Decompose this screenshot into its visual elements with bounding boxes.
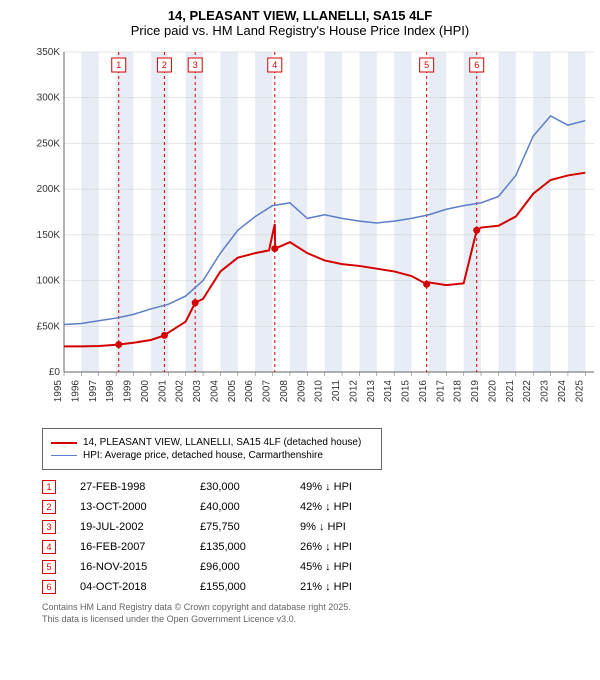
svg-text:£200K: £200K xyxy=(36,184,60,195)
svg-text:£0: £0 xyxy=(49,367,61,378)
transaction-price: £96,000 xyxy=(200,561,300,573)
svg-text:2000: 2000 xyxy=(140,380,151,403)
transaction-price: £75,750 xyxy=(200,521,300,533)
transaction-date: 04-OCT-2018 xyxy=(80,581,200,593)
svg-text:1: 1 xyxy=(116,60,121,70)
svg-text:3: 3 xyxy=(193,60,198,70)
svg-text:2004: 2004 xyxy=(209,380,220,403)
svg-text:2019: 2019 xyxy=(470,380,481,403)
transaction-date: 16-FEB-2007 xyxy=(80,541,200,553)
chart-title: 14, PLEASANT VIEW, LLANELLI, SA15 4LF xyxy=(0,8,600,23)
svg-text:£150K: £150K xyxy=(36,230,60,241)
transaction-row: 1 27-FEB-1998£30,00049% ↓ HPI xyxy=(42,480,600,494)
svg-text:4: 4 xyxy=(272,60,277,70)
svg-text:2022: 2022 xyxy=(522,380,533,403)
svg-text:2023: 2023 xyxy=(540,380,551,403)
footer-line2: This data is licensed under the Open Gov… xyxy=(42,614,600,626)
svg-text:2009: 2009 xyxy=(296,380,307,403)
footer-line1: Contains HM Land Registry data © Crown c… xyxy=(42,602,600,614)
transaction-diff: 49% ↓ HPI xyxy=(300,481,400,493)
transaction-diff: 42% ↓ HPI xyxy=(300,501,400,513)
svg-text:2012: 2012 xyxy=(348,380,359,403)
svg-text:£50K: £50K xyxy=(37,321,61,332)
chart-header: 14, PLEASANT VIEW, LLANELLI, SA15 4LF Pr… xyxy=(0,0,600,42)
chart-svg: £0 £50K £100K £150K £200K £250K £300K £350K 1995… xyxy=(36,42,596,422)
svg-text:£300K: £300K xyxy=(36,93,60,104)
legend-swatch xyxy=(51,442,77,444)
svg-text:2013: 2013 xyxy=(366,380,377,403)
transaction-date: 13-OCT-2000 xyxy=(80,501,200,513)
transaction-marker: 6 xyxy=(42,580,56,594)
svg-text:2018: 2018 xyxy=(453,380,464,403)
svg-text:£350K: £350K xyxy=(36,47,60,58)
transaction-date: 16-NOV-2015 xyxy=(80,561,200,573)
transaction-row: 6 04-OCT-2018£155,00021% ↓ HPI xyxy=(42,580,600,594)
legend-label: 14, PLEASANT VIEW, LLANELLI, SA15 4LF (d… xyxy=(83,437,361,448)
svg-text:2003: 2003 xyxy=(192,380,203,403)
transaction-date: 27-FEB-1998 xyxy=(80,481,200,493)
svg-text:2015: 2015 xyxy=(401,380,412,403)
svg-text:2014: 2014 xyxy=(383,380,394,403)
svg-text:2005: 2005 xyxy=(227,380,238,403)
transaction-diff: 45% ↓ HPI xyxy=(300,561,400,573)
svg-text:5: 5 xyxy=(424,60,429,70)
svg-text:6: 6 xyxy=(474,60,479,70)
transaction-diff: 21% ↓ HPI xyxy=(300,581,400,593)
svg-text:£100K: £100K xyxy=(36,276,60,287)
transactions-table: 127-FEB-1998£30,00049% ↓ HPI213-OCT-2000… xyxy=(42,480,600,594)
transaction-marker: 3 xyxy=(42,520,56,534)
transaction-row: 3 19-JUL-2002£75,7509% ↓ HPI xyxy=(42,520,600,534)
svg-text:2016: 2016 xyxy=(418,380,429,403)
svg-text:2: 2 xyxy=(162,60,167,70)
svg-text:1997: 1997 xyxy=(88,380,99,403)
transaction-price: £155,000 xyxy=(200,581,300,593)
transaction-price: £135,000 xyxy=(200,541,300,553)
legend-label: HPI: Average price, detached house, Carm… xyxy=(83,450,323,461)
chart-area: £0 £50K £100K £150K £200K £250K £300K £350K 1995… xyxy=(36,42,596,422)
svg-text:2001: 2001 xyxy=(157,380,168,403)
transaction-marker: 1 xyxy=(42,480,56,494)
transaction-row: 4 16-FEB-2007£135,00026% ↓ HPI xyxy=(42,540,600,554)
legend-item: HPI: Average price, detached house, Carm… xyxy=(51,450,373,461)
svg-text:2007: 2007 xyxy=(262,380,273,403)
transaction-price: £40,000 xyxy=(200,501,300,513)
transaction-marker: 4 xyxy=(42,540,56,554)
svg-text:2025: 2025 xyxy=(574,380,585,403)
svg-text:2017: 2017 xyxy=(435,380,446,403)
svg-text:1996: 1996 xyxy=(70,380,81,403)
transaction-row: 5 16-NOV-2015£96,00045% ↓ HPI xyxy=(42,560,600,574)
svg-text:2010: 2010 xyxy=(314,380,325,403)
transaction-row: 2 13-OCT-2000£40,00042% ↓ HPI xyxy=(42,500,600,514)
svg-text:2024: 2024 xyxy=(557,380,568,403)
svg-text:£250K: £250K xyxy=(36,138,60,149)
legend: 14, PLEASANT VIEW, LLANELLI, SA15 4LF (d… xyxy=(42,428,382,470)
transaction-marker: 5 xyxy=(42,560,56,574)
svg-text:2020: 2020 xyxy=(487,380,498,403)
transaction-diff: 26% ↓ HPI xyxy=(300,541,400,553)
transaction-date: 19-JUL-2002 xyxy=(80,521,200,533)
transaction-marker: 2 xyxy=(42,500,56,514)
legend-item: 14, PLEASANT VIEW, LLANELLI, SA15 4LF (d… xyxy=(51,437,373,448)
footer: Contains HM Land Registry data © Crown c… xyxy=(42,602,600,625)
legend-swatch xyxy=(51,455,77,457)
transaction-price: £30,000 xyxy=(200,481,300,493)
svg-text:1995: 1995 xyxy=(53,380,64,403)
svg-text:1998: 1998 xyxy=(105,380,116,403)
svg-text:2002: 2002 xyxy=(175,380,186,403)
svg-text:1999: 1999 xyxy=(123,380,134,403)
svg-text:2006: 2006 xyxy=(244,380,255,403)
svg-text:2021: 2021 xyxy=(505,380,516,403)
svg-text:2008: 2008 xyxy=(279,380,290,403)
svg-text:2011: 2011 xyxy=(331,380,342,402)
transaction-diff: 9% ↓ HPI xyxy=(300,521,400,533)
chart-subtitle: Price paid vs. HM Land Registry's House … xyxy=(0,23,600,38)
